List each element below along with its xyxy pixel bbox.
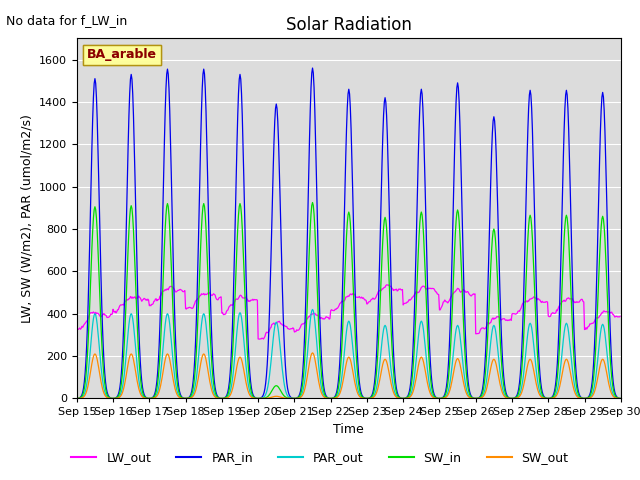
LW_out xyxy=(83,318,90,324)
LW_out xyxy=(616,313,624,319)
SW_in xyxy=(431,394,439,400)
SW_in xyxy=(415,233,423,239)
Title: Solar Radiation: Solar Radiation xyxy=(286,16,412,34)
Text: No data for f_LW_in: No data for f_LW_in xyxy=(6,14,127,27)
LW_out xyxy=(139,297,147,303)
LW_out xyxy=(383,282,390,288)
Line: LW_out: LW_out xyxy=(77,285,620,339)
PAR_in xyxy=(308,65,316,71)
PAR_out xyxy=(308,307,316,312)
PAR_in xyxy=(431,393,439,399)
PAR_out xyxy=(415,328,423,334)
LW_out xyxy=(73,326,81,332)
Y-axis label: LW, SW (W/m2), PAR (umol/m2/s): LW, SW (W/m2), PAR (umol/m2/s) xyxy=(20,114,33,323)
LW_out xyxy=(256,336,264,342)
SW_in xyxy=(83,365,90,371)
SW_out xyxy=(194,379,202,384)
SW_out xyxy=(415,360,423,365)
PAR_in xyxy=(139,384,147,390)
SW_out xyxy=(616,396,624,401)
Line: SW_in: SW_in xyxy=(77,203,620,398)
SW_in xyxy=(616,396,624,401)
PAR_out xyxy=(194,363,202,369)
SW_out xyxy=(431,395,439,401)
PAR_out xyxy=(431,395,439,401)
SW_in xyxy=(223,394,230,400)
PAR_in xyxy=(223,393,230,399)
PAR_in xyxy=(415,126,423,132)
SW_out xyxy=(73,396,81,401)
LW_out xyxy=(416,288,424,293)
LW_out xyxy=(194,296,202,301)
PAR_out xyxy=(139,393,147,398)
PAR_in xyxy=(616,396,624,401)
PAR_out xyxy=(223,395,230,401)
PAR_in xyxy=(73,396,81,401)
SW_in xyxy=(73,396,81,401)
SW_in xyxy=(139,389,147,395)
SW_out xyxy=(139,394,147,400)
SW_in xyxy=(194,321,202,327)
LW_out xyxy=(223,309,230,314)
LW_out xyxy=(432,289,440,295)
PAR_out xyxy=(73,396,81,401)
PAR_in xyxy=(194,270,202,276)
PAR_in xyxy=(83,344,90,349)
Legend: BA_arable: BA_arable xyxy=(83,45,161,65)
X-axis label: Time: Time xyxy=(333,423,364,436)
PAR_out xyxy=(616,396,624,401)
SW_in xyxy=(308,200,316,205)
PAR_out xyxy=(83,382,90,388)
SW_out xyxy=(83,388,90,394)
SW_out xyxy=(308,350,316,356)
Line: SW_out: SW_out xyxy=(77,353,620,398)
Line: PAR_in: PAR_in xyxy=(77,68,620,398)
Legend: LW_out, PAR_in, PAR_out, SW_in, SW_out: LW_out, PAR_in, PAR_out, SW_in, SW_out xyxy=(67,446,573,469)
SW_out xyxy=(223,395,230,401)
Line: PAR_out: PAR_out xyxy=(77,310,620,398)
